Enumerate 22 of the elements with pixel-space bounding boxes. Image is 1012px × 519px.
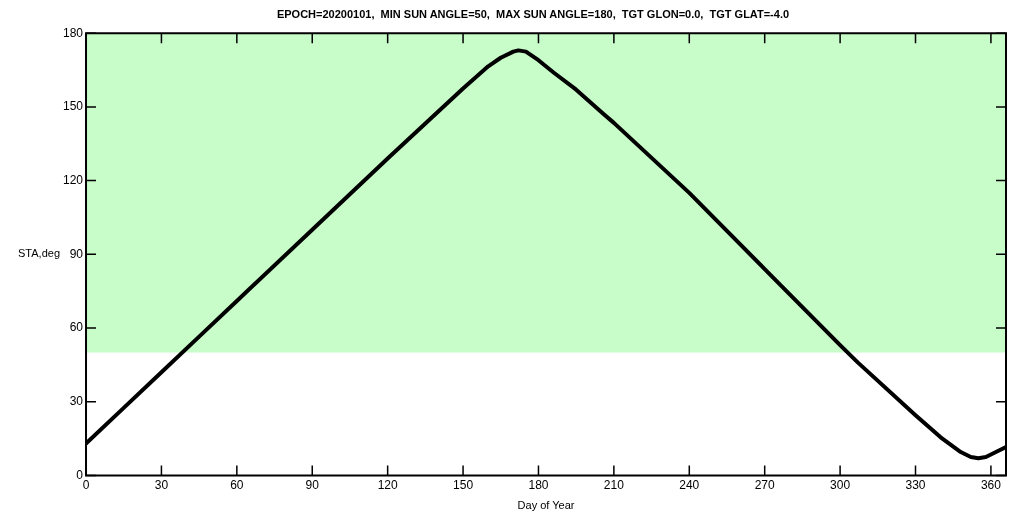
y-tick-label: 30 [69, 394, 84, 409]
y-tick-label: 150 [62, 99, 84, 114]
x-tick-label: 180 [528, 477, 549, 492]
x-axis-title: Day of Year [517, 499, 575, 512]
y-tick-label: 60 [69, 320, 84, 335]
chart-title: EPOCH=20200101, MIN SUN ANGLE=50, MAX SUN ANGLE=180, TGT GLON=0.0, TGT GLAT=-4.0 [276, 7, 790, 20]
x-tick-label: 150 [453, 477, 474, 492]
x-tick-label: 60 [230, 477, 244, 492]
y-tick-label: 0 [76, 467, 84, 482]
x-tick-label: 210 [603, 477, 625, 492]
x-tick-label: 90 [305, 477, 320, 492]
y-tick-label: 90 [69, 246, 84, 261]
x-tick-label: 300 [830, 477, 851, 492]
x-tick-label: 30 [154, 477, 169, 492]
x-tick-label: 270 [754, 477, 776, 492]
y-axis-title: STA,deg [18, 247, 61, 260]
x-tick-label: 330 [905, 477, 926, 492]
x-tick-label: 240 [679, 477, 700, 492]
x-tick-label: 360 [980, 477, 1002, 492]
y-tick-label: 120 [62, 172, 84, 187]
x-tick-label: 120 [377, 477, 398, 492]
y-tick-label: 180 [62, 25, 84, 40]
